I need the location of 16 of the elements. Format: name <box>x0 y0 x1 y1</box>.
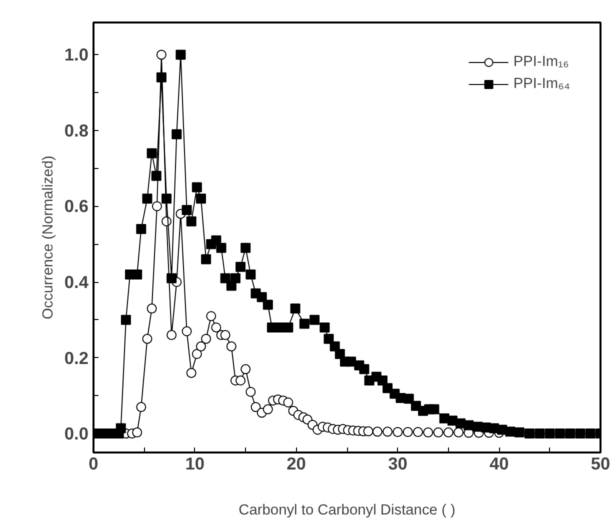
legend-label: PPI-Im₆₄ <box>513 76 570 92</box>
y-tick-label: 0.0 <box>64 424 89 444</box>
x-tick-label: 10 <box>185 454 205 474</box>
x-tick-label: 40 <box>489 454 509 474</box>
y-axis-title: Occurrence (Normalized) <box>40 156 56 320</box>
y-tick-label: 0.8 <box>64 120 89 140</box>
legend-label: PPI-Im₁₆ <box>513 54 569 70</box>
y-tick-label: 0.6 <box>64 196 89 216</box>
y-tick-label: 0.4 <box>64 272 89 292</box>
y-tick-label: 0.2 <box>64 348 89 368</box>
x-tick-label: 0 <box>88 454 98 474</box>
x-tick-label: 30 <box>388 454 408 474</box>
x-tick-label: 50 <box>590 454 610 474</box>
x-axis-title: Carbonyl to Carbonyl Distance ( ) <box>238 502 456 518</box>
x-tick-label: 20 <box>286 454 306 474</box>
y-tick-label: 1.0 <box>64 44 89 65</box>
